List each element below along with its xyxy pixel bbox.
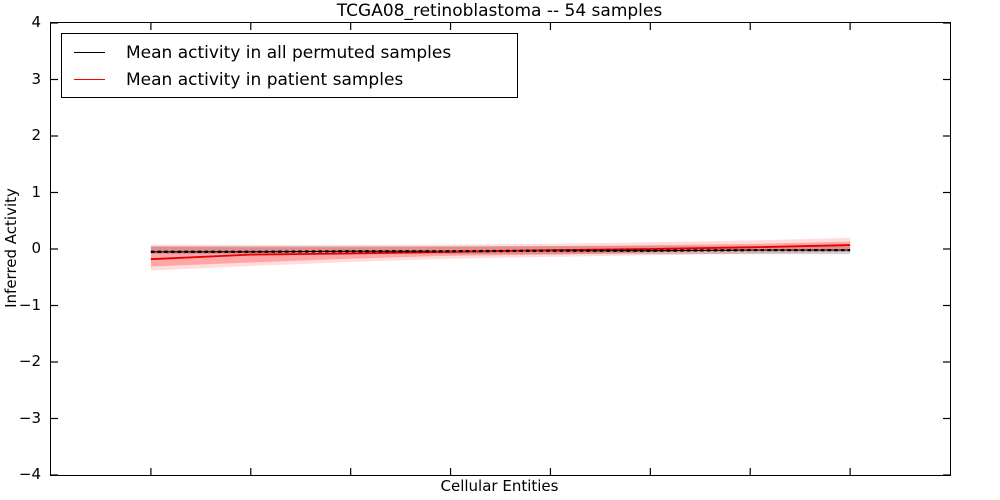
y-tick-label: 2	[31, 126, 41, 144]
permuted-mean-dashed-line	[150, 248, 851, 253]
plot-canvas	[51, 23, 950, 475]
red-line-sample-icon	[74, 79, 105, 80]
y-axis-tick-labels: 4 3 2 1 0 −1 −2 −3 −4	[0, 0, 46, 500]
legend-label-patient: Mean activity in patient samples	[126, 69, 404, 90]
y-tick-label: 4	[31, 13, 41, 31]
y-tick-label: −2	[18, 352, 41, 370]
y-tick-label: −4	[18, 465, 41, 483]
legend: Mean activity in all permuted samples Me…	[61, 33, 518, 98]
y-tick-label: −3	[18, 408, 41, 427]
y-tick-label: −1	[18, 295, 41, 314]
y-tick-label: 1	[31, 182, 41, 201]
y-tick-label: 3	[31, 69, 41, 88]
chart-title: TCGA08_retinoblastoma -- 54 samples	[336, 1, 663, 21]
patient-range-outer-band	[150, 237, 851, 271]
black-line-sample-icon	[74, 52, 105, 53]
legend-item-permuted: Mean activity in all permuted samples	[74, 39, 517, 66]
legend-item-patient: Mean activity in patient samples	[74, 66, 517, 93]
x-axis-label: Cellular Entities	[440, 477, 559, 495]
y-tick-label: 0	[31, 239, 41, 257]
legend-label-permuted: Mean activity in all permuted samples	[126, 42, 452, 63]
